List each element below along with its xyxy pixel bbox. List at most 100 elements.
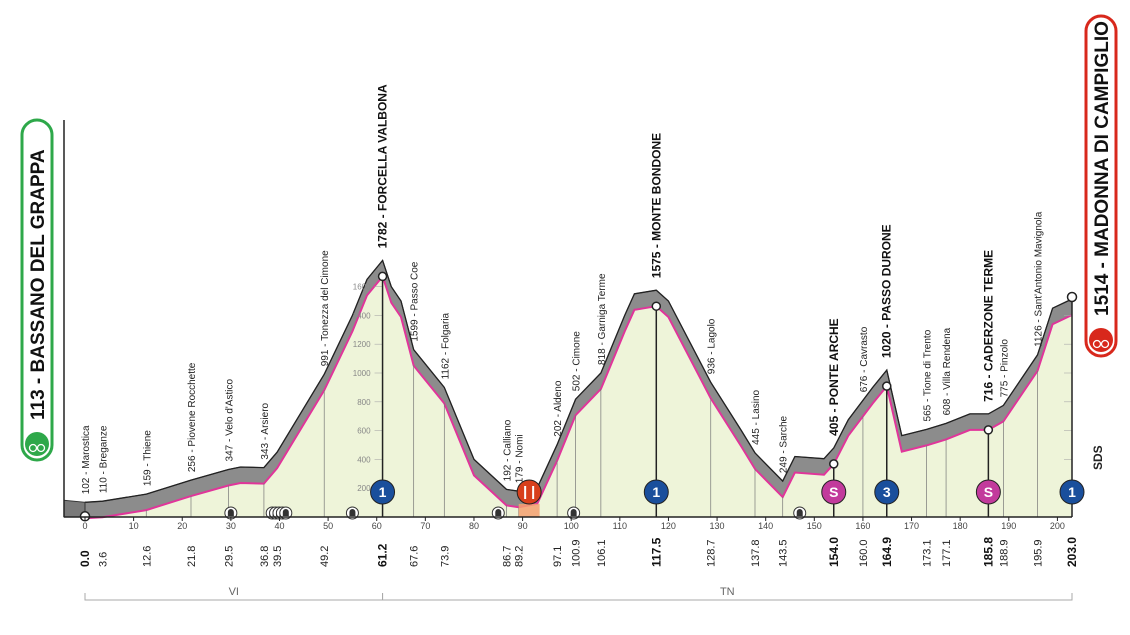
tunnel-icon-glyph bbox=[227, 509, 234, 516]
km-tick-label: 60 bbox=[372, 521, 382, 531]
waypoint-label: 608 - Villa Rendena bbox=[942, 327, 953, 415]
sprint-badge bbox=[975, 479, 1001, 505]
distance-label: 39.5 bbox=[272, 546, 284, 567]
waypoint-dot bbox=[377, 271, 388, 282]
waypoint-label: 256 - Piovene Rocchette bbox=[187, 362, 198, 472]
km-tick-label: 90 bbox=[518, 521, 528, 531]
km-tick-label: 130 bbox=[710, 521, 725, 531]
sprint-badge bbox=[821, 479, 847, 505]
distance-label: 86.7 bbox=[502, 546, 514, 567]
waypoint-label: 102 - Marostica bbox=[81, 425, 92, 494]
tunnel-icon-glyph bbox=[796, 509, 803, 516]
waypoint-label: 192 - Calliano bbox=[503, 419, 514, 481]
distance-label: 195.9 bbox=[1032, 539, 1044, 567]
km-tick-label: 160 bbox=[855, 521, 870, 531]
distance-label: 0.0 bbox=[78, 550, 92, 567]
badge-layer: 113 - BASSANO DEL GRAPPA 1514 - MADONNA D… bbox=[20, 14, 1118, 470]
km-tick-label: 100 bbox=[564, 521, 579, 531]
waypoint-label: 405 - PONTE ARCHE bbox=[827, 318, 841, 436]
distance-label: 89.2 bbox=[514, 546, 526, 567]
distance-label: 12.6 bbox=[141, 546, 153, 567]
badge-category-label: 1 bbox=[379, 484, 387, 500]
distance-label: 137.8 bbox=[750, 539, 762, 567]
cyclist-icon-wheel bbox=[1092, 339, 1102, 349]
waypoint-label: 110 - Breganze bbox=[99, 425, 110, 493]
km-tick-label: 140 bbox=[758, 521, 773, 531]
finish-label: 1514 - MADONNA DI CAMPIGLIO bbox=[1092, 21, 1113, 316]
profile-fill-area bbox=[85, 276, 1072, 519]
altitude-tick-label: 1400 bbox=[353, 311, 371, 320]
distance-label: 188.9 bbox=[998, 539, 1010, 567]
finish-dot bbox=[1066, 291, 1078, 303]
waypoint-label: 249 - Sarche bbox=[779, 415, 790, 473]
waypoint-label: 1126 - Sant'Antonio Mavignola bbox=[1033, 211, 1044, 347]
km-tick-label: 180 bbox=[953, 521, 968, 531]
cyclist-icon bbox=[25, 432, 49, 456]
distance-label: 67.6 bbox=[409, 546, 421, 567]
distance-label: 177.1 bbox=[941, 539, 953, 567]
km-tick-label: 80 bbox=[469, 521, 479, 531]
badge-category-label: 1 bbox=[1068, 484, 1076, 500]
waypoint-label: 179 - Nomi bbox=[515, 434, 526, 483]
distance-label: 203.0 bbox=[1065, 537, 1079, 567]
distance-label: 164.9 bbox=[880, 537, 894, 567]
distance-label: 3.6 bbox=[98, 552, 110, 567]
cyclist-icon-wheel bbox=[1100, 339, 1110, 349]
profile-layer bbox=[63, 259, 1073, 520]
distance-label: 21.8 bbox=[186, 546, 198, 567]
labels-layer: 102 - Marostica 110 - Breganze 159 - Thien… bbox=[81, 84, 1044, 494]
cyclist-icon-wheel bbox=[36, 443, 46, 453]
distance-label: 117.5 bbox=[649, 537, 663, 567]
province-label: TN bbox=[720, 586, 735, 598]
distance-label: 185.8 bbox=[981, 537, 995, 567]
distance-label: 49.2 bbox=[319, 546, 331, 567]
km-tick-label: 120 bbox=[661, 521, 676, 531]
marks-layer: 1 1 S 3 S 1 bbox=[79, 271, 1085, 522]
profile-top-line bbox=[84, 259, 1073, 503]
waypoint-label: 445 - Lasino bbox=[751, 389, 762, 444]
feed-zone-band bbox=[518, 503, 540, 517]
profile-pink-line bbox=[84, 274, 1073, 520]
start-label: 113 - BASSANO DEL GRAPPA bbox=[28, 149, 49, 420]
badge-category-label: S bbox=[829, 484, 838, 500]
km-tick-label: 70 bbox=[420, 521, 430, 531]
distance-label: 29.5 bbox=[223, 546, 235, 567]
distance-label: 154.0 bbox=[827, 537, 841, 567]
waypoint-label: 1162 - Folgaria bbox=[440, 312, 451, 379]
distance-label: 97.1 bbox=[552, 546, 564, 567]
waypoint-label: 676 - Cavrasto bbox=[859, 326, 870, 392]
waypoint-label: 502 - Cimone bbox=[572, 331, 583, 391]
climb-category-badge bbox=[370, 479, 396, 505]
distance-label: 100.9 bbox=[571, 539, 583, 567]
climb-category-badge bbox=[1059, 479, 1085, 505]
waypoint-dot bbox=[829, 459, 839, 469]
finish-badge bbox=[1084, 14, 1118, 358]
waypoint-dot bbox=[983, 425, 994, 435]
waypoint-label: 1782 - FORCELLA VALBONA bbox=[376, 84, 390, 248]
badge-category-label: S bbox=[984, 484, 993, 500]
distance-label: 106.1 bbox=[596, 539, 608, 567]
climb-category-badge bbox=[874, 479, 900, 505]
altitude-tick-label: 200 bbox=[357, 484, 371, 493]
province-label: VI bbox=[229, 586, 239, 598]
tunnel-icon-glyph bbox=[495, 509, 502, 516]
altitude-tick-label: 400 bbox=[357, 455, 371, 464]
distance-label: 143.5 bbox=[778, 539, 790, 567]
climb-category-badge bbox=[643, 479, 669, 505]
feed-zone-icon bbox=[516, 479, 542, 505]
grid-layer: 200 400 600 800 1000 1200 1400 1600 bbox=[63, 120, 1073, 519]
waypoint-label: 347 - Velo d'Astico bbox=[224, 379, 235, 462]
km-tick-label: 190 bbox=[1001, 521, 1016, 531]
brand-logo: SDS bbox=[1091, 445, 1105, 470]
cyclist-icon bbox=[1089, 328, 1113, 352]
km-tick-label: 20 bbox=[177, 521, 187, 531]
waypoint-label: 991 - Tonezza del Cimone bbox=[320, 250, 331, 366]
altitude-tick-label: 1000 bbox=[353, 369, 371, 378]
km-tick-label: 170 bbox=[904, 521, 919, 531]
waypoint-label: 936 - Lagolo bbox=[707, 318, 718, 374]
km-tick-label: 40 bbox=[274, 521, 284, 531]
km-tick-label: 50 bbox=[323, 521, 333, 531]
cyclist-icon-wheel bbox=[28, 443, 38, 453]
waypoint-label: 565 - Tione di Trento bbox=[923, 329, 934, 421]
